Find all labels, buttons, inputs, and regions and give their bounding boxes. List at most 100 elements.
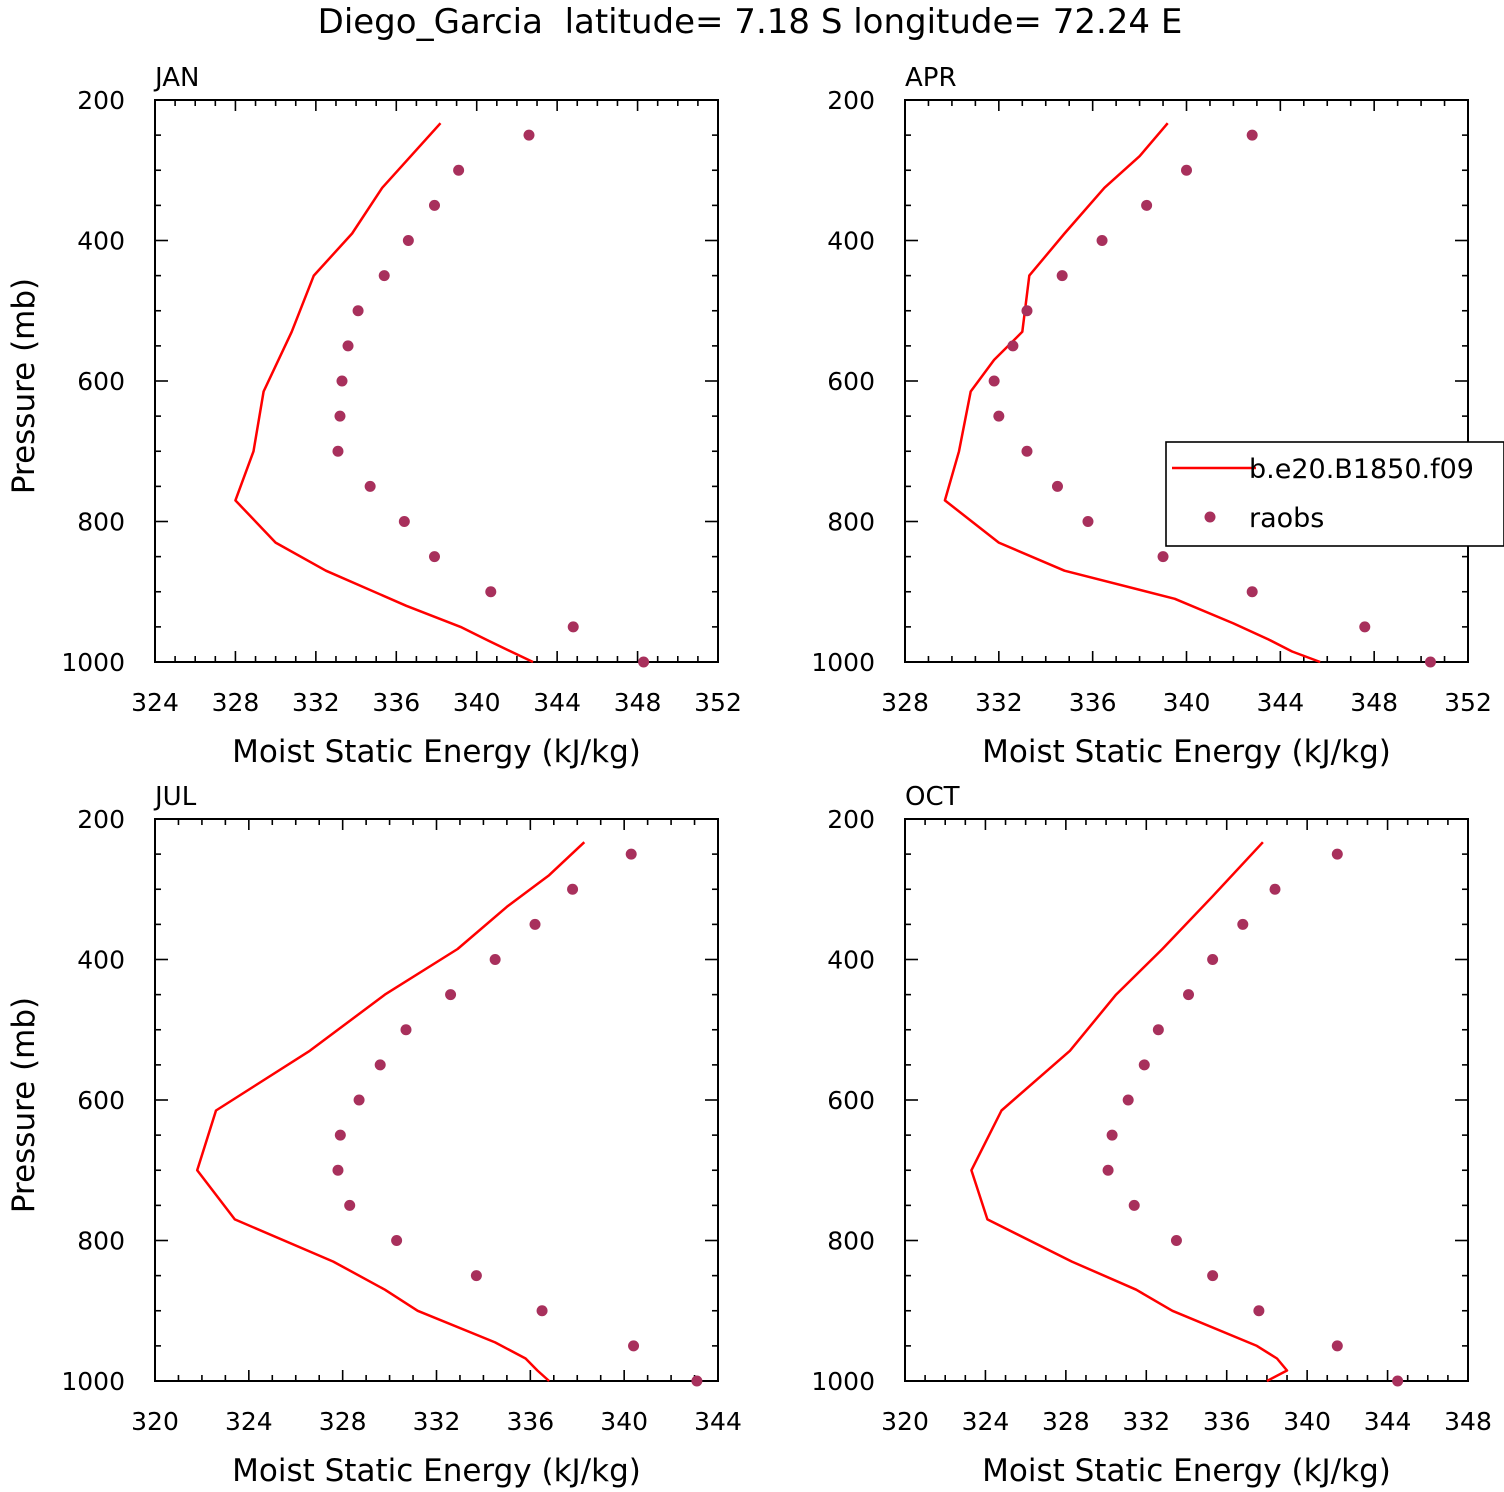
panel-oct: 320 324 328 332 336 340 344 348 200 400 600 800 1000… — [811, 782, 1491, 1489]
y-tick-label: 1000 — [811, 648, 875, 677]
y-tick-label: 800 — [77, 508, 125, 537]
x-tick-label: 348 — [1350, 688, 1398, 717]
plot-frame — [154, 818, 719, 1382]
obs-point — [378, 270, 390, 282]
x-axis-label: Moist Static Energy (kJ/kg) — [232, 734, 641, 770]
obs-point — [1152, 1024, 1164, 1036]
x-tick-label: 336 — [372, 688, 420, 717]
obs-point — [1237, 918, 1249, 930]
x-tick-label: 340 — [1163, 688, 1211, 717]
plot-frame — [904, 818, 1469, 1382]
obs-point — [536, 1305, 548, 1317]
panels: 324 328 332 336 340 344 348 352 200 400 600 800 1000… — [6, 63, 1504, 1489]
obs-point — [1392, 1375, 1404, 1387]
x-tick-label: 332 — [1122, 1407, 1170, 1436]
obs-point — [1253, 1305, 1265, 1317]
model-line — [195, 841, 586, 1382]
y-axis-label: Pressure (mb) — [6, 278, 42, 494]
obs-point — [344, 1199, 356, 1211]
obs-point — [428, 551, 440, 563]
obs-point — [628, 1340, 640, 1352]
legend-obs-label: raobs — [1249, 503, 1324, 534]
obs-point — [1246, 586, 1258, 598]
obs-point — [638, 656, 650, 668]
obs-point — [1141, 199, 1153, 211]
x-axis-label: Moist Static Energy (kJ/kg) — [982, 734, 1391, 770]
y-tick-label: 400 — [77, 946, 125, 975]
x-tick-label: 328 — [881, 688, 929, 717]
obs-point — [1138, 1059, 1150, 1071]
obs-point — [625, 848, 637, 860]
panel-label: JUL — [153, 782, 197, 812]
y-tick-label: 1000 — [61, 648, 125, 677]
obs-point — [1021, 305, 1033, 317]
y-tick-label: 200 — [77, 805, 125, 834]
obs-point — [398, 516, 410, 527]
panel-label: JAN — [153, 63, 199, 93]
obs-point — [1102, 1164, 1114, 1176]
obs-point — [1359, 621, 1371, 633]
x-tick-label: 344 — [1256, 688, 1304, 717]
obs-point — [1106, 1129, 1118, 1141]
obs-point — [567, 621, 579, 633]
y-tick-label: 600 — [77, 367, 125, 396]
obs-point — [1181, 164, 1192, 176]
x-tick-label: 320 — [131, 1407, 179, 1436]
panel-label: APR — [905, 63, 957, 93]
obs-point — [1051, 480, 1063, 492]
x-tick-label: 336 — [1203, 1407, 1251, 1436]
x-tick-label: 352 — [1444, 688, 1492, 717]
obs-point — [353, 1094, 365, 1106]
panel-jan: 324 328 332 336 340 344 348 352 200 400 600 800 1000… — [6, 63, 742, 770]
obs-point — [332, 445, 344, 457]
x-tick-label: 352 — [694, 688, 742, 717]
obs-point — [402, 235, 414, 246]
model-line — [943, 122, 1321, 664]
y-tick-label: 400 — [827, 227, 875, 256]
x-tick-label: 344 — [1364, 1407, 1412, 1436]
x-tick-label: 336 — [1069, 688, 1117, 717]
obs-point — [529, 918, 541, 930]
obs-point — [1183, 989, 1195, 1001]
obs-point — [1331, 1340, 1343, 1352]
obs-point — [1007, 340, 1019, 352]
obs-point — [1082, 516, 1094, 527]
x-tick-label: 340 — [453, 688, 501, 717]
x-axis-label: Moist Static Energy (kJ/kg) — [232, 1453, 641, 1489]
x-tick-label: 348 — [614, 688, 662, 717]
y-tick-label: 400 — [77, 227, 125, 256]
y-tick-label: 200 — [827, 805, 875, 834]
x-tick-label: 320 — [881, 1407, 929, 1436]
y-tick-label: 600 — [77, 1086, 125, 1115]
y-tick-label: 800 — [77, 1227, 125, 1256]
x-tick-label: 348 — [1444, 1407, 1492, 1436]
panel-label: OCT — [905, 782, 960, 812]
obs-point — [485, 586, 497, 598]
panel-apr: 328 332 336 340 344 348 352 200 400 600 800 1000 APR… — [811, 63, 1504, 770]
obs-point — [364, 480, 376, 492]
obs-point — [453, 164, 465, 176]
x-tick-label: 332 — [975, 688, 1023, 717]
legend-marker-swatch — [1204, 511, 1216, 523]
x-axis-label: Moist Static Energy (kJ/kg) — [982, 1453, 1391, 1489]
obs-point — [1207, 954, 1219, 965]
y-tick-label: 400 — [827, 946, 875, 975]
y-axis-label: Pressure (mb) — [6, 997, 42, 1213]
obs-point — [1246, 129, 1258, 141]
y-tick-label: 1000 — [61, 1367, 125, 1396]
obs-point — [334, 410, 346, 422]
y-tick-label: 800 — [827, 1227, 875, 1256]
x-tick-label: 324 — [131, 688, 179, 717]
obs-point — [1122, 1094, 1134, 1106]
obs-point — [428, 199, 440, 211]
obs-point — [1096, 235, 1108, 246]
model-line — [970, 841, 1289, 1383]
obs-point — [1331, 848, 1343, 860]
obs-point — [567, 883, 579, 895]
obs-point — [1128, 1199, 1140, 1211]
y-tick-label: 600 — [827, 1086, 875, 1115]
obs-point — [342, 340, 354, 352]
obs-point — [988, 375, 1000, 387]
obs-point — [993, 410, 1005, 422]
